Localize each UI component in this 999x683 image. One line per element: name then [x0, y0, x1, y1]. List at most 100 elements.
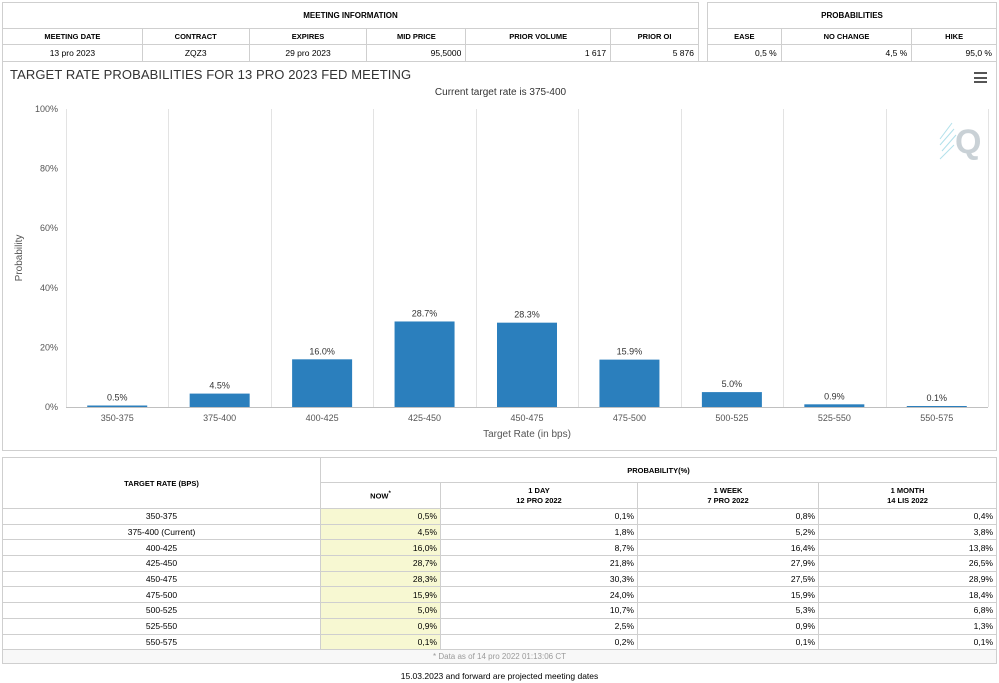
one-week-value: 0,8% [637, 508, 819, 525]
bar [804, 404, 865, 407]
probabilities-header: PROBABILITIES [707, 2, 997, 29]
one-day-header-date: 12 PRO 2022 [516, 495, 562, 505]
table-row: 375-400 (Current) 4,5% 1,8% 5,2% 3,8% [2, 523, 997, 541]
table-row: 425-450 28,7% 21,8% 27,9% 26,5% [2, 555, 997, 572]
col-prior-oi: PRIOR OI [610, 28, 699, 45]
svg-text:Q: Q [955, 123, 981, 161]
bar [394, 321, 455, 407]
rate-label: 375-400 (Current) [2, 523, 321, 541]
quikstrike-q-logo: Q [939, 122, 981, 161]
bar [87, 405, 148, 407]
y-axis-title: Probability [14, 235, 25, 282]
data-as-of-note: * Data as of 14 pro 2022 01:13:06 CT [2, 649, 997, 665]
target-rate-header: TARGET RATE (BPS) [2, 457, 321, 509]
table-row: 500-525 5,0% 10,7% 5,3% 6,8% [2, 602, 997, 619]
x-tick-label: 525-550 [818, 413, 851, 423]
bar [701, 392, 762, 407]
x-tick-label: 375-400 [203, 413, 236, 423]
x-tick-label: 350-375 [101, 413, 134, 423]
prior-oi-value: 5 876 [610, 44, 699, 62]
now-value: 0,9% [320, 617, 441, 635]
hamburger-menu-icon[interactable] [974, 72, 987, 83]
one-week-header-date: 7 PRO 2022 [707, 495, 749, 505]
y-tick-label: 20% [40, 342, 58, 352]
one-month-value: 6,8% [818, 602, 997, 619]
bar [292, 359, 353, 407]
one-week-value: 27,5% [637, 570, 819, 588]
one-week-value: 27,9% [637, 555, 819, 572]
one-day-value: 21,8% [440, 555, 638, 572]
one-month-value: 1,3% [818, 617, 997, 635]
now-value: 4,5% [320, 523, 441, 541]
bar [906, 406, 967, 407]
col-no-change: NO CHANGE [780, 28, 913, 45]
y-tick-label: 80% [40, 164, 58, 174]
table-row: 350-375 0,5% 0,1% 0,8% 0,4% [2, 508, 997, 525]
bar [189, 393, 250, 407]
table-row: 400-425 16,0% 8,7% 16,4% 13,8% [2, 539, 997, 557]
no-change-value: 4,5 % [780, 44, 913, 62]
one-month-value: 18,4% [818, 586, 997, 604]
y-tick-label: 100% [35, 104, 58, 114]
col-mid-price: MID PRICE [366, 28, 467, 45]
x-tick-label: 475-500 [613, 413, 646, 423]
expires-value: 29 pro 2023 [248, 44, 368, 62]
col-contract: CONTRACT [141, 28, 250, 45]
y-tick-label: 60% [40, 223, 58, 233]
meeting-date-value: 13 pro 2023 [2, 44, 143, 62]
now-header-marker: * [388, 491, 391, 498]
rate-label: 525-550 [2, 617, 321, 635]
target-rate-probability-table: TARGET RATE (BPS) PROBABILITY(%) NOW* 1 … [2, 457, 997, 665]
x-tick-label: 500-525 [715, 413, 748, 423]
one-month-header: 1 MONTH 14 LIS 2022 [818, 482, 997, 509]
one-month-header-label: 1 MONTH [890, 485, 925, 495]
one-day-value: 2,5% [440, 617, 638, 635]
one-month-value: 26,5% [818, 555, 997, 572]
one-month-value: 13,8% [818, 539, 997, 557]
one-day-value: 0,1% [440, 508, 638, 525]
hike-value: 95,0 % [911, 44, 997, 62]
one-week-value: 5,3% [637, 602, 819, 619]
one-day-value: 10,7% [440, 602, 638, 619]
data-label: 28.3% [514, 310, 540, 320]
one-month-header-date: 14 LIS 2022 [887, 495, 928, 505]
one-day-header-label: 1 DAY [528, 485, 550, 495]
now-header: NOW* [320, 482, 441, 509]
table-row: 550-575 0,1% 0,2% 0,1% 0,1% [2, 633, 997, 651]
data-label: 5.0% [722, 379, 743, 389]
x-tick-label: 450-475 [510, 413, 543, 423]
now-value: 5,0% [320, 602, 441, 619]
meeting-information-table: MEETING INFORMATION MEETING DATE CONTRAC… [2, 2, 699, 62]
chart-title: TARGET RATE PROBABILITIES FOR 13 PRO 202… [10, 67, 412, 82]
data-label: 16.0% [309, 346, 335, 356]
prior-volume-value: 1 617 [465, 44, 612, 62]
rate-label: 350-375 [2, 508, 321, 525]
x-axis-title: Target Rate (in bps) [483, 429, 571, 440]
one-week-value: 0,9% [637, 617, 819, 635]
rate-label: 475-500 [2, 586, 321, 604]
data-label: 28.7% [412, 308, 438, 318]
now-header-label: NOW [370, 491, 389, 501]
one-day-value: 0,2% [440, 633, 638, 651]
meeting-information-header: MEETING INFORMATION [2, 2, 699, 29]
probability-header: PROBABILITY(%) [320, 457, 997, 483]
y-tick-label: 0% [45, 402, 58, 412]
one-week-value: 0,1% [637, 633, 819, 651]
table-row: 450-475 28,3% 30,3% 27,5% 28,9% [2, 570, 997, 588]
one-day-value: 8,7% [440, 539, 638, 557]
mid-price-value: 95,5000 [366, 44, 467, 62]
probabilities-table: PROBABILITIES EASE NO CHANGE HIKE 0,5 % … [707, 2, 997, 62]
data-label: 0.5% [107, 393, 128, 403]
x-tick-label: 425-450 [408, 413, 441, 423]
one-day-value: 30,3% [440, 570, 638, 588]
one-month-value: 28,9% [818, 570, 997, 588]
one-day-value: 24,0% [440, 586, 638, 604]
now-value: 0,1% [320, 633, 441, 651]
table-row: 475-500 15,9% 24,0% 15,9% 18,4% [2, 586, 997, 604]
one-day-header: 1 DAY 12 PRO 2022 [440, 482, 638, 509]
col-expires: EXPIRES [248, 28, 368, 45]
data-label: 0.9% [824, 391, 845, 401]
one-day-value: 1,8% [440, 523, 638, 541]
chart-panel: 0% 20% 40% 60% 80% 100% 0.5% 350-375 4.5% 375-400… [2, 61, 997, 451]
projected-dates-footnote: 15.03.2023 and forward are projected mee… [400, 671, 599, 681]
